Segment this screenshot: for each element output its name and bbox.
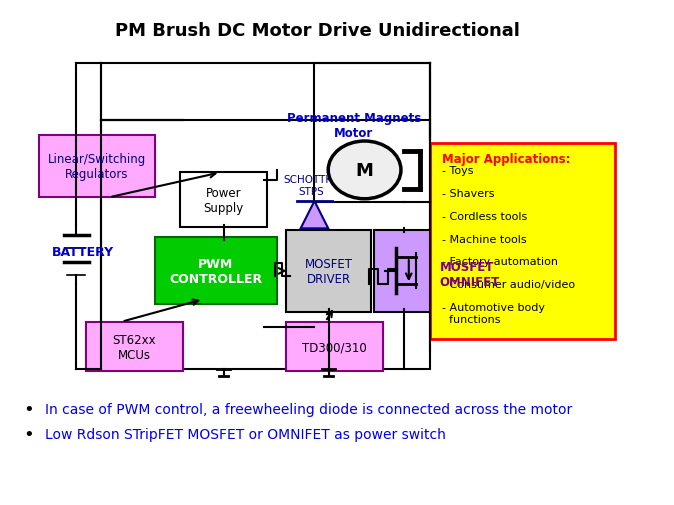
FancyBboxPatch shape xyxy=(154,237,277,305)
Text: - Consumer audio/video: - Consumer audio/video xyxy=(441,280,575,290)
Text: MOSFET
OMNIFET: MOSFET OMNIFET xyxy=(440,261,500,289)
Text: - Shavers: - Shavers xyxy=(441,188,494,198)
Text: Power
Supply: Power Supply xyxy=(204,186,244,214)
Text: PM Brush DC Motor Drive Unidirectional: PM Brush DC Motor Drive Unidirectional xyxy=(115,22,520,39)
Text: •: • xyxy=(23,425,34,443)
Text: Linear/Switching
Regulators: Linear/Switching Regulators xyxy=(47,153,146,181)
Text: - Toys: - Toys xyxy=(441,166,473,176)
Text: - Factory automation: - Factory automation xyxy=(441,257,557,267)
Text: M: M xyxy=(356,162,373,180)
Text: - Cordless tools: - Cordless tools xyxy=(441,211,527,221)
Text: - Automotive body
  functions: - Automotive body functions xyxy=(441,302,545,324)
FancyBboxPatch shape xyxy=(431,143,615,339)
Text: PWM
CONTROLLER: PWM CONTROLLER xyxy=(169,257,262,285)
Text: Low Rdson STripFET MOSFET or OMNIFET as power switch: Low Rdson STripFET MOSFET or OMNIFET as … xyxy=(45,427,446,441)
Text: Permanent Magnets
Motor: Permanent Magnets Motor xyxy=(287,112,421,140)
Text: ST62xx
MCUs: ST62xx MCUs xyxy=(113,333,156,361)
Polygon shape xyxy=(301,201,328,229)
Text: In case of PWM control, a freewheeling diode is connected across the motor: In case of PWM control, a freewheeling d… xyxy=(45,402,572,416)
FancyBboxPatch shape xyxy=(286,322,384,372)
Text: TD300/310: TD300/310 xyxy=(303,340,367,353)
FancyBboxPatch shape xyxy=(286,230,371,312)
Text: Major Applications:: Major Applications: xyxy=(441,153,570,166)
Text: •: • xyxy=(23,400,34,418)
Text: SCHOTTKY
STPS: SCHOTTKY STPS xyxy=(284,175,339,196)
FancyBboxPatch shape xyxy=(38,136,154,198)
FancyBboxPatch shape xyxy=(180,173,268,228)
Text: BATTERY: BATTERY xyxy=(51,246,114,259)
Circle shape xyxy=(328,142,401,199)
Text: - Machine tools: - Machine tools xyxy=(441,234,526,244)
FancyBboxPatch shape xyxy=(86,322,183,372)
FancyBboxPatch shape xyxy=(374,230,433,312)
Text: MOSFET
DRIVER: MOSFET DRIVER xyxy=(305,257,353,285)
